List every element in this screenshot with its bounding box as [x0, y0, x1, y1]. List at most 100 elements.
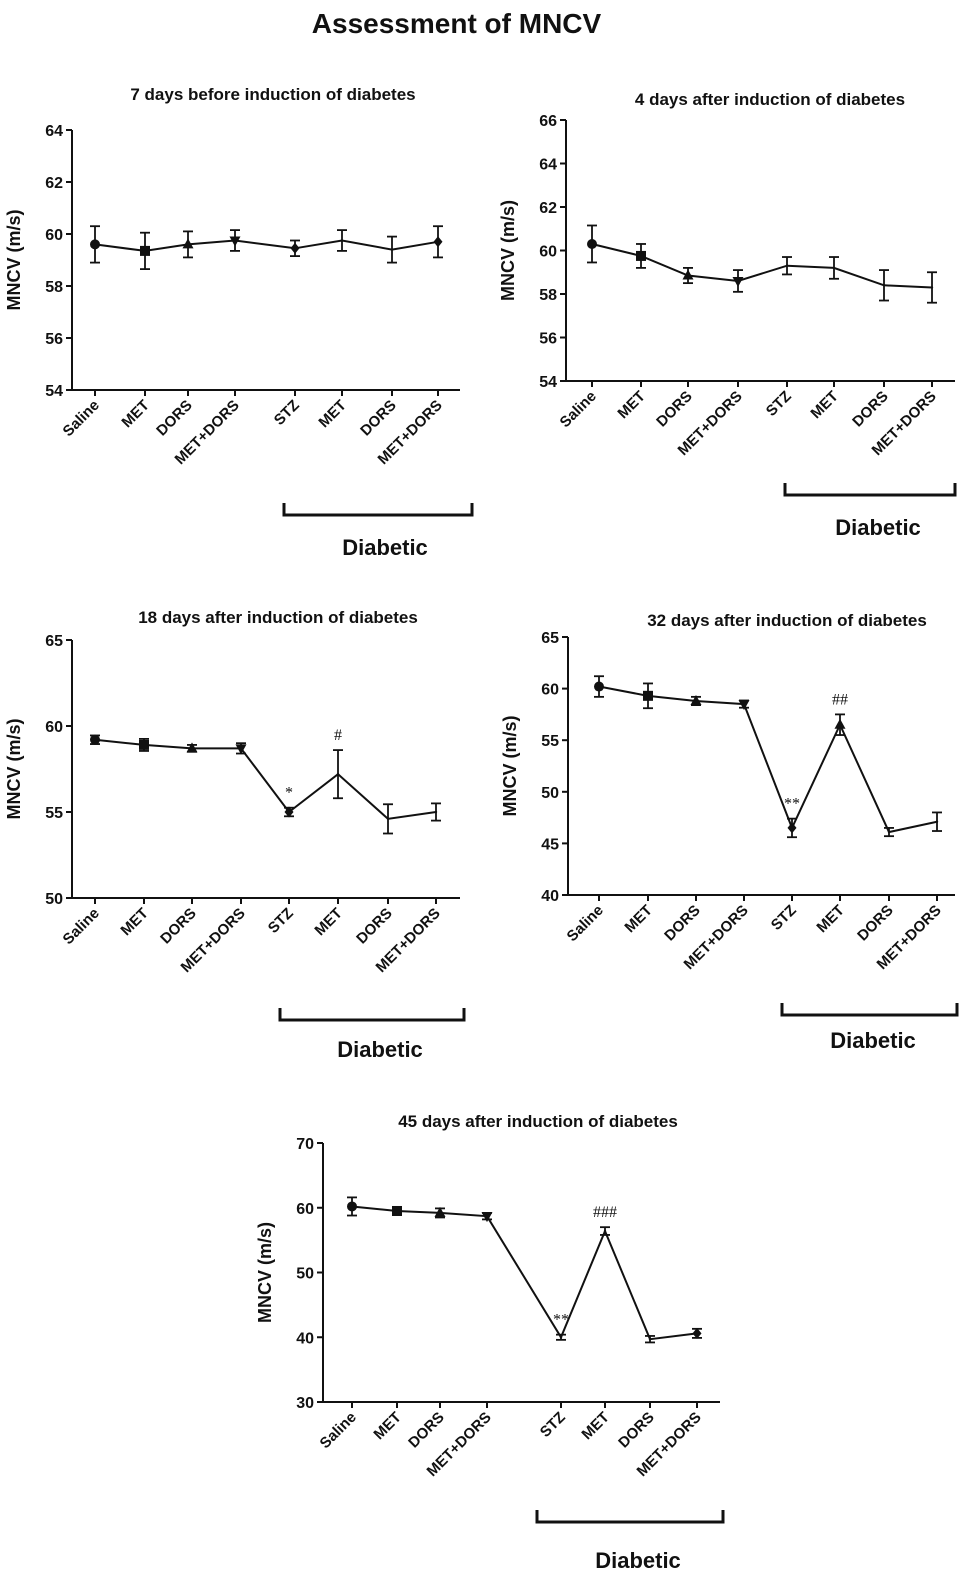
y-tick-label: 62 [45, 175, 63, 192]
data-point-4 [732, 276, 744, 287]
chart-title: 4 days after induction of diabetes [635, 90, 905, 109]
y-tick-label: 70 [296, 1136, 314, 1153]
data-point-5 [559, 1336, 563, 1339]
data-point-3 [682, 269, 694, 280]
data-point-4 [235, 744, 247, 755]
y-tick-label: 60 [539, 244, 557, 261]
x-tick-label: STZ [537, 1409, 569, 1441]
diabetic-group-bracket [535, 1510, 725, 1524]
y-tick-label: 65 [541, 630, 559, 647]
data-series-line [94, 239, 439, 252]
x-tick-label: Saline [60, 397, 103, 440]
data-point-1 [90, 734, 100, 745]
data-point-6 [834, 718, 846, 729]
x-tick-label: STZ [271, 397, 303, 429]
y-tick-label: 30 [296, 1395, 314, 1412]
data-point-3 [182, 238, 194, 249]
x-tick-label: Saline [564, 902, 607, 945]
diabetic-group-bracket [783, 483, 957, 497]
x-tick-label: MET [315, 397, 349, 431]
significance-marker: * [285, 785, 293, 802]
x-tick-label: DORS [357, 397, 400, 440]
data-series-line [94, 738, 437, 820]
chart-title: 32 days after induction of diabetes [647, 611, 927, 630]
y-tick-label: 58 [45, 279, 63, 296]
x-tick-label: MET [807, 388, 841, 422]
x-tick-label: DORS [153, 397, 196, 440]
data-point-7 [887, 830, 891, 834]
y-tick-label: 50 [541, 785, 559, 802]
data-point-1 [594, 681, 604, 692]
chart-32-days-after: 32 days after induction of diabetes MNCV … [500, 611, 959, 1053]
diabetic-group-label: Diabetic [342, 535, 428, 560]
x-tick-label: DORS [653, 388, 696, 431]
y-tick-label: 54 [45, 383, 63, 400]
data-point-6 [340, 239, 344, 242]
x-tick-label: DORS [854, 902, 897, 945]
significance-marker: # [334, 727, 342, 744]
data-series-line [351, 1205, 698, 1341]
x-tick-label: STZ [763, 388, 795, 420]
x-tick-label: MET [614, 388, 648, 422]
y-tick-label: 56 [45, 331, 63, 348]
diabetic-group-bracket [278, 1008, 466, 1022]
significance-marker: ### [593, 1204, 617, 1221]
data-point-1 [90, 239, 100, 250]
diabetic-group-bracket [780, 1003, 959, 1017]
chart-title: 7 days before induction of diabetes [130, 85, 415, 104]
y-tick-label: 56 [539, 331, 557, 348]
data-point-4 [738, 700, 750, 711]
y-tick-label: 60 [541, 682, 559, 699]
x-tick-label: DORS [849, 388, 892, 431]
x-tick-label: Saline [60, 905, 103, 948]
data-point-6 [336, 772, 340, 776]
data-point-3 [434, 1206, 446, 1217]
data-point-5 [290, 242, 300, 254]
data-point-5 [785, 264, 789, 267]
data-point-7 [648, 1337, 652, 1341]
data-point-7 [882, 284, 886, 287]
y-tick-label: 62 [539, 200, 557, 217]
significance-marker: ## [832, 691, 848, 708]
data-point-5 [284, 806, 294, 818]
data-point-8 [692, 1327, 702, 1339]
x-tick-label: MET [311, 905, 345, 939]
y-tick-label: 54 [539, 374, 557, 391]
x-tick-label: MET [813, 902, 847, 936]
y-tick-label: 64 [539, 157, 557, 174]
data-point-6 [832, 266, 836, 270]
data-point-8 [930, 286, 934, 289]
x-tick-label: STZ [768, 902, 800, 934]
y-tick-label: 65 [45, 633, 63, 650]
y-tick-label: 58 [539, 287, 557, 304]
y-tick-label: 66 [539, 113, 557, 130]
x-tick-label: Saline [557, 388, 600, 431]
data-point-8 [935, 820, 939, 823]
diabetic-group-label: Diabetic [595, 1548, 681, 1573]
chart-title: 45 days after induction of diabetes [398, 1112, 678, 1131]
y-axis-label: MNCV (m/s) [4, 718, 24, 819]
diabetic-group-bracket [282, 503, 474, 517]
y-axis-label: MNCV (m/s) [255, 1222, 275, 1323]
y-tick-label: 60 [45, 227, 63, 244]
data-series-line [591, 243, 933, 289]
x-tick-label: DORS [353, 905, 396, 948]
chart-4-days-after: 4 days after induction of diabetes MNCV (… [498, 90, 957, 540]
data-point-4 [481, 1212, 493, 1223]
data-point-4 [229, 236, 241, 247]
data-point-8 [434, 810, 438, 814]
y-tick-label: 60 [45, 719, 63, 736]
data-series-line [598, 685, 938, 834]
data-point-5 [787, 822, 797, 834]
x-tick-label: MET [118, 397, 152, 431]
y-axis-label: MNCV (m/s) [500, 715, 520, 816]
significance-marker: ** [784, 796, 800, 813]
x-tick-label: DORS [661, 902, 704, 945]
diabetic-group-label: Diabetic [830, 1028, 916, 1053]
x-tick-label: MET [578, 1409, 612, 1443]
data-point-2 [392, 1205, 402, 1216]
x-tick-label: DORS [405, 1409, 448, 1452]
diabetic-group-label: Diabetic [337, 1037, 423, 1062]
y-axis-label: MNCV (m/s) [498, 200, 518, 301]
x-tick-label: MET [117, 905, 151, 939]
